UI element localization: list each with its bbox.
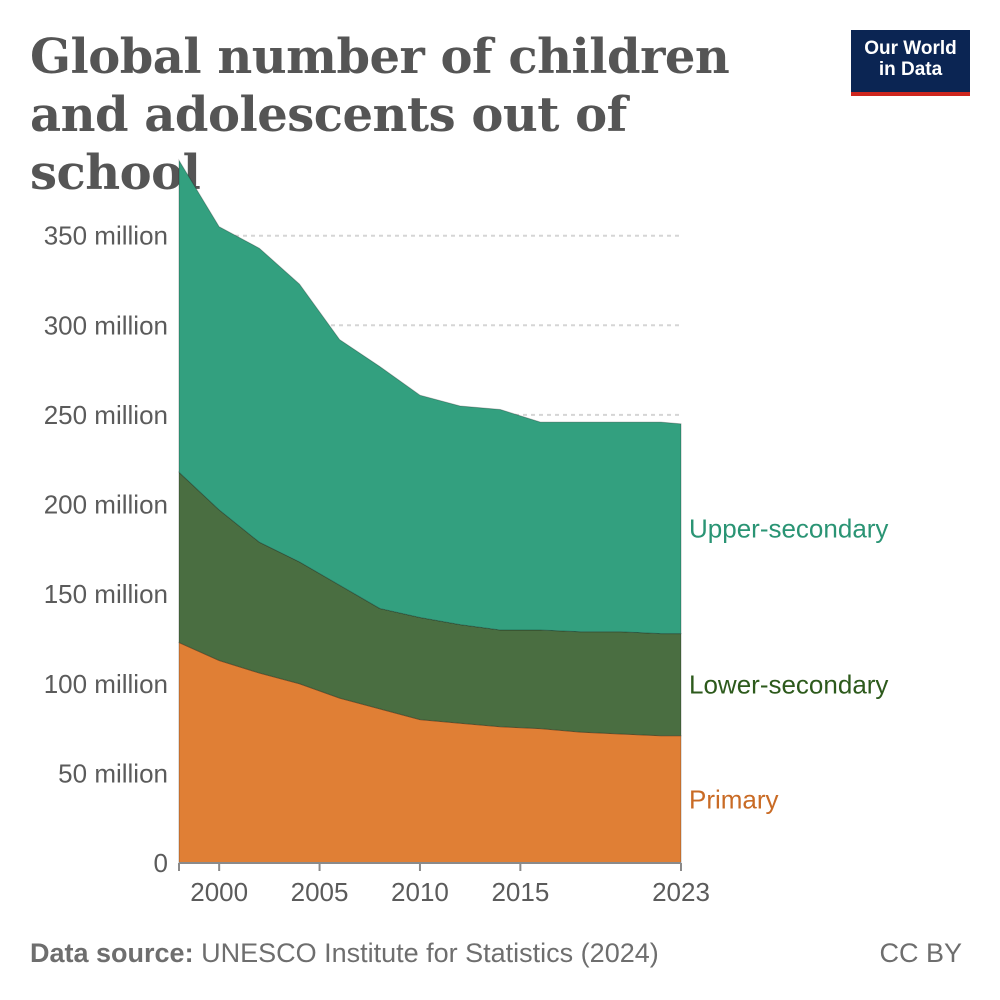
data-source: Data source: UNESCO Institute for Statis… bbox=[30, 938, 659, 969]
chart-title: Global number of children and adolescent… bbox=[30, 29, 730, 201]
x-tick-label: 2000 bbox=[190, 877, 248, 907]
series-label-primary[interactable]: Primary bbox=[689, 784, 779, 814]
logo-line-2: in Data bbox=[878, 59, 943, 80]
y-tick-label: 250 million bbox=[44, 400, 168, 430]
y-tick-label: 350 million bbox=[44, 221, 168, 251]
y-tick-label: 200 million bbox=[44, 490, 168, 520]
owid-logo[interactable]: Our World in Data bbox=[851, 30, 970, 96]
area-series bbox=[178, 158, 682, 864]
area-upper-secondary[interactable] bbox=[178, 158, 682, 635]
y-tick-label: 150 million bbox=[44, 579, 168, 609]
y-tick-label: 300 million bbox=[44, 310, 168, 340]
y-tick-label: 50 million bbox=[58, 758, 168, 788]
data-source-text[interactable]: UNESCO Institute for Statistics (2024) bbox=[201, 938, 659, 968]
data-source-label: Data source: bbox=[30, 938, 194, 968]
y-tick-label: 0 bbox=[154, 848, 168, 878]
logo-line-1: Our World bbox=[864, 38, 957, 59]
license[interactable]: CC BY bbox=[879, 938, 962, 968]
x-tick-label: 2005 bbox=[291, 877, 349, 907]
series-label-lower-secondary[interactable]: Lower-secondary bbox=[689, 670, 888, 700]
axes: 0 50 million 100 million 150 million 200 mil… bbox=[44, 221, 710, 907]
series-labels: Primary Lower-secondary Upper-secondary bbox=[689, 514, 888, 815]
series-label-upper-secondary[interactable]: Upper-secondary bbox=[689, 514, 888, 544]
y-tick-label: 100 million bbox=[44, 669, 168, 699]
x-tick-label: 2010 bbox=[391, 877, 449, 907]
x-tick-label: 2023 bbox=[652, 877, 710, 907]
x-tick-label: 2015 bbox=[491, 877, 549, 907]
